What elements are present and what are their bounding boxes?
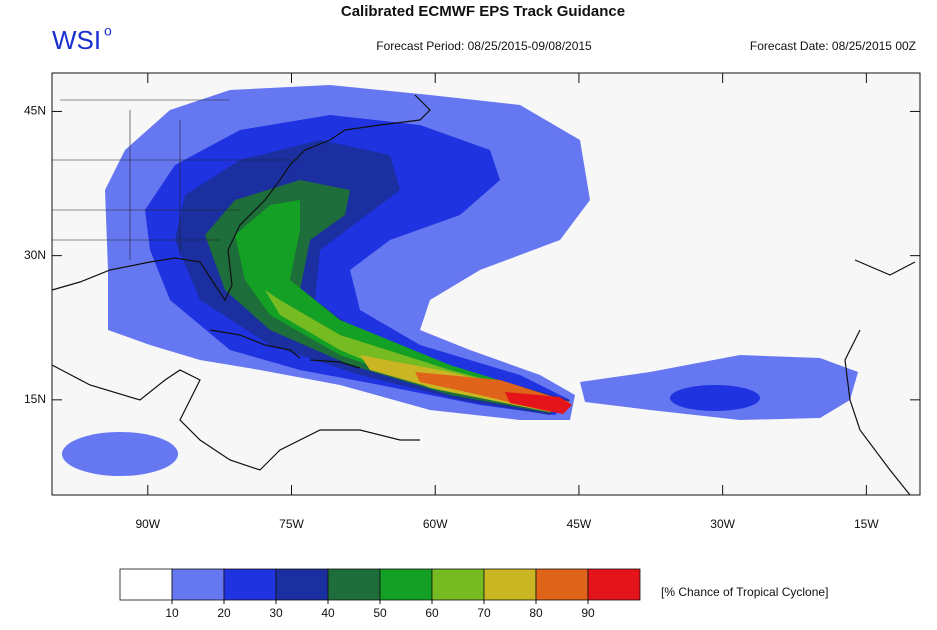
logo-mark: o	[104, 23, 112, 39]
legend-swatch	[535, 568, 589, 601]
y-tick-label: 15N	[24, 392, 46, 406]
logo: WSI	[52, 25, 101, 55]
x-tick-label: 75W	[279, 517, 304, 531]
map-frame	[51, 72, 921, 496]
x-tick-label: 45W	[567, 517, 592, 531]
legend-swatch	[483, 568, 537, 601]
legend-swatch	[171, 568, 225, 601]
x-tick-label: 90W	[135, 517, 160, 531]
legend-swatch	[587, 568, 641, 601]
forecast-period: Forecast Period: 08/25/2015-09/08/2015	[376, 39, 592, 53]
contour-10	[62, 432, 178, 476]
legend-swatch	[379, 568, 433, 601]
contour-20	[670, 385, 760, 411]
coastlines	[51, 94, 916, 496]
legend-label: 50	[373, 606, 387, 620]
y-tick-label: 45N	[24, 104, 46, 118]
forecast-date: Forecast Date: 08/25/2015 00Z	[750, 39, 916, 53]
x-tick-label: 15W	[854, 517, 879, 531]
legend-swatch	[275, 568, 329, 601]
legend-label: 30	[269, 606, 283, 620]
legend-label: 40	[321, 606, 335, 620]
legend-swatch	[119, 568, 173, 601]
legend-label: 90	[581, 606, 595, 620]
legend-caption: [% Chance of Tropical Cyclone]	[661, 585, 828, 599]
legend-label: 20	[217, 606, 231, 620]
legend-label: 70	[477, 606, 491, 620]
legend-swatch	[223, 568, 277, 601]
contour-90	[505, 392, 572, 414]
legend-label: 60	[425, 606, 439, 620]
x-tick-label: 60W	[423, 517, 448, 531]
map-area	[51, 72, 921, 496]
legend-label: 10	[165, 606, 179, 620]
title: Calibrated ECMWF EPS Track Guidance	[341, 3, 625, 20]
x-tick-label: 30W	[710, 517, 735, 531]
legend-swatch	[431, 568, 485, 601]
y-tick-label: 30N	[24, 248, 46, 262]
legend-label: 80	[529, 606, 543, 620]
legend-swatch	[327, 568, 381, 601]
